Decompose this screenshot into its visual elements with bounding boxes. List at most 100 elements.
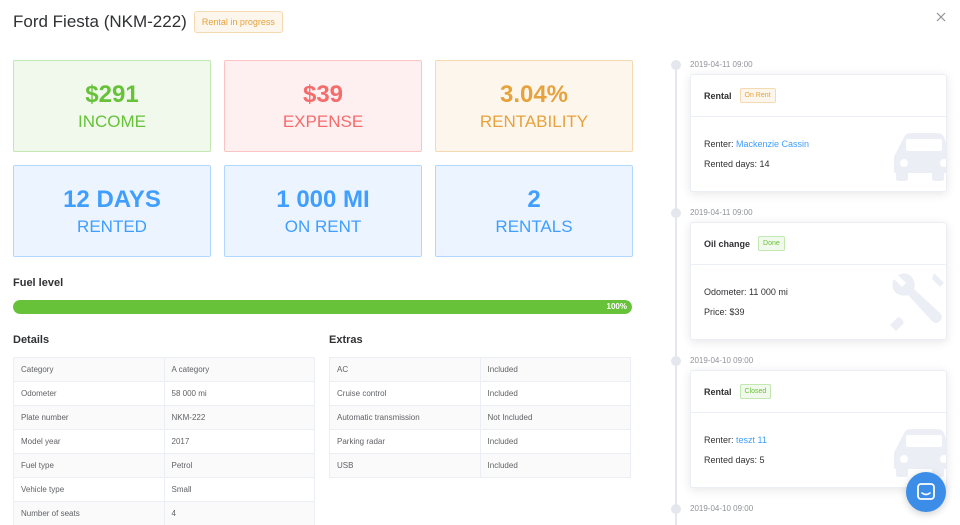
details-title: Details xyxy=(13,334,50,346)
timeline-time: 2019-04-11 09:00 xyxy=(690,60,753,69)
table-row: Number of seats 4 xyxy=(13,501,315,525)
table-cell-value: Included xyxy=(479,453,632,478)
tools-icon xyxy=(890,273,944,331)
table-row: Odometer 58 000 mi xyxy=(13,381,315,406)
card-rented-days: Rented days: 5 xyxy=(704,455,765,465)
card-header: Rental On Rent xyxy=(691,75,946,117)
status-badge: Done xyxy=(758,236,785,251)
stats-grid: $291 INCOME $39 EXPENSE 3.04% RENTABILIT… xyxy=(13,60,633,257)
stat-value: 3.04% xyxy=(499,80,569,108)
fuel-progress-fill: 100% xyxy=(13,300,632,314)
table-cell-value: Petrol xyxy=(163,453,315,478)
table-row: Model year 2017 xyxy=(13,429,315,454)
car-icon xyxy=(894,133,946,181)
stat-label: RENTALS xyxy=(495,216,573,236)
table-cell-label: Odometer xyxy=(13,381,165,406)
table-cell-value: 2017 xyxy=(163,429,315,454)
stat-expense: $39 EXPENSE xyxy=(224,60,422,152)
card-rented-days: Rented days: 14 xyxy=(704,159,770,169)
table-cell-value: Included xyxy=(479,357,632,382)
timeline-dot xyxy=(671,504,681,514)
table-cell-label: Cruise control xyxy=(329,381,481,406)
stat-rented-days: 12 DAYS RENTED xyxy=(13,165,211,257)
table-row: Cruise control Included xyxy=(329,381,632,406)
table-cell-label: Category xyxy=(13,357,165,382)
timeline-card-oil-change[interactable]: Oil change Done Odometer: 11 000 mi Pric… xyxy=(690,222,947,340)
status-badge: Closed xyxy=(739,384,772,399)
header: Ford Fiesta (NKM-222) Rental in progress xyxy=(13,11,283,33)
table-cell-value: Small xyxy=(163,477,315,502)
page-title: Ford Fiesta (NKM-222) xyxy=(13,12,187,31)
timeline-line xyxy=(675,63,677,525)
status-badge: On Rent xyxy=(739,88,776,103)
status-badge: Rental in progress xyxy=(193,11,283,33)
card-odometer: Odometer: 11 000 mi xyxy=(704,287,788,297)
table-cell-label: Vehicle type xyxy=(13,477,165,502)
table-cell-label: Plate number xyxy=(13,405,165,430)
timeline-card-rental-closed[interactable]: Rental Closed Renter: teszt 11 Rented da… xyxy=(690,370,947,488)
timeline-time: 2019-04-10 09:00 xyxy=(690,356,754,365)
table-row: Parking radar Included xyxy=(329,429,632,454)
timeline-time: 2019-04-10 09:00 xyxy=(690,504,754,513)
card-renter-line: Renter: teszt 11 xyxy=(704,435,767,445)
stat-income: $291 INCOME xyxy=(13,60,211,152)
stat-label: RENTABILITY xyxy=(479,111,589,131)
details-table-clip: Number of seats 4 xyxy=(13,501,315,525)
table-cell-label: Parking radar xyxy=(329,429,481,454)
table-cell-value: NKM-222 xyxy=(163,405,315,430)
chat-button[interactable] xyxy=(906,472,946,512)
timeline-dot xyxy=(671,60,681,70)
table-cell-label: Model year xyxy=(13,429,165,454)
table-cell-label: Number of seats xyxy=(13,501,165,525)
stat-label: INCOME xyxy=(78,111,146,131)
card-title: Rental xyxy=(704,90,732,101)
renter-link[interactable]: teszt 11 xyxy=(736,435,767,445)
details-table: Category A category Odometer 58 000 mi Pla… xyxy=(13,357,315,502)
close-icon[interactable] xyxy=(934,10,948,24)
table-row: USB Included xyxy=(329,453,632,478)
table-row: Fuel type Petrol xyxy=(13,453,315,478)
table-cell-value: Included xyxy=(479,381,632,406)
timeline-dot xyxy=(671,356,681,366)
timeline-card-rental[interactable]: Rental On Rent Renter: Mackenzie Cassin … xyxy=(690,74,947,192)
table-cell-value: Included xyxy=(479,429,632,454)
fuel-level-title: Fuel level xyxy=(13,277,64,289)
table-cell-label: Fuel type xyxy=(13,453,165,478)
stat-label: EXPENSE xyxy=(282,111,364,131)
details-table-last: Number of seats 4 xyxy=(13,501,315,525)
timeline-time: 2019-04-11 09:00 xyxy=(690,208,753,217)
extras-table: AC Included Cruise control Included Automa… xyxy=(329,357,632,478)
table-cell-label: AC xyxy=(329,357,481,382)
stat-value: $291 xyxy=(85,80,139,108)
card-title: Oil change xyxy=(704,238,751,249)
renter-label: Renter: xyxy=(704,139,734,149)
card-price: Price: $39 xyxy=(704,307,745,317)
renter-label: Renter: xyxy=(704,435,734,445)
card-renter-line: Renter: Mackenzie Cassin xyxy=(704,139,809,149)
renter-link[interactable]: Mackenzie Cassin xyxy=(736,139,810,149)
stat-value: 12 DAYS xyxy=(63,185,161,213)
fuel-progress-bar: 100% xyxy=(13,300,632,314)
table-row: Vehicle type Small xyxy=(13,477,315,502)
table-cell-value: Not Included xyxy=(479,405,632,430)
chat-icon xyxy=(917,483,935,500)
card-header: Rental Closed xyxy=(691,371,946,413)
stat-value: $39 xyxy=(302,80,344,108)
stat-rentals: 2 RENTALS xyxy=(435,165,633,257)
card-header: Oil change Done xyxy=(691,223,946,265)
stat-label: RENTED xyxy=(77,216,147,236)
table-row: Category A category xyxy=(13,357,315,382)
stat-rentability: 3.04% RENTABILITY xyxy=(435,60,633,152)
table-row: Plate number NKM-222 xyxy=(13,405,315,430)
stat-value: 2 xyxy=(527,185,541,213)
card-title: Rental xyxy=(704,386,732,397)
stat-label: ON RENT xyxy=(284,216,362,236)
table-row: AC Included xyxy=(329,357,632,382)
stat-on-rent: 1 000 MI ON RENT xyxy=(224,165,422,257)
table-row: Automatic transmission Not Included xyxy=(329,405,632,430)
table-cell-value: 4 xyxy=(163,501,315,525)
stat-value: 1 000 MI xyxy=(276,185,370,213)
table-cell-label: USB xyxy=(329,453,481,478)
fuel-percent-label: 100% xyxy=(606,302,627,311)
table-cell-value: 58 000 mi xyxy=(163,381,315,406)
